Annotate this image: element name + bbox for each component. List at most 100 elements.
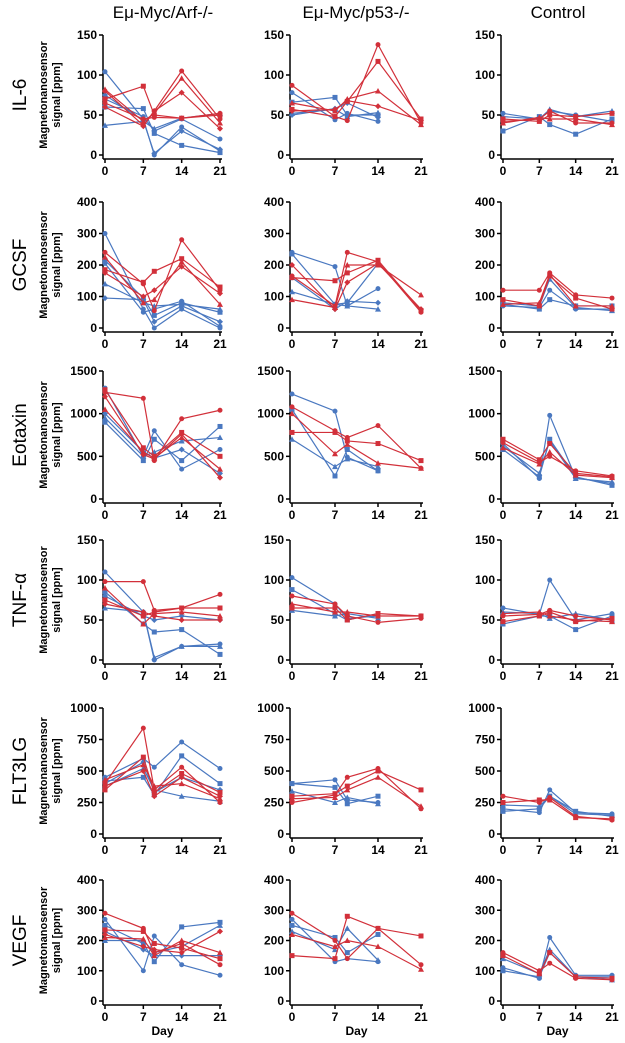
y-tick-label: 750 bbox=[264, 733, 284, 747]
data-point bbox=[102, 410, 108, 417]
x-tick-label: 14 bbox=[371, 508, 385, 522]
data-point bbox=[151, 128, 157, 134]
y-tick-label: 1000 bbox=[468, 701, 495, 715]
data-point bbox=[375, 42, 381, 48]
y-tick-label: 150 bbox=[77, 28, 97, 42]
panel: 0 500 1000 1500 0 7 14 21 bbox=[468, 364, 619, 522]
data-point bbox=[375, 793, 381, 799]
x-tick-label: 21 bbox=[213, 508, 227, 522]
data-point bbox=[332, 784, 338, 790]
y-tick-label: 500 bbox=[475, 764, 495, 778]
data-point bbox=[102, 387, 108, 393]
data-point bbox=[375, 286, 381, 292]
y-tick-label: 0 bbox=[90, 321, 97, 335]
data-point bbox=[289, 410, 295, 417]
data-point bbox=[289, 251, 295, 257]
data-point bbox=[102, 295, 108, 302]
y-tick-label: 0 bbox=[488, 321, 495, 335]
data-point bbox=[344, 786, 351, 793]
x-tick-label: 7 bbox=[332, 843, 339, 857]
data-point bbox=[217, 919, 223, 925]
data-point bbox=[102, 585, 108, 591]
data-point bbox=[375, 260, 381, 267]
data-point bbox=[102, 776, 108, 783]
x-tick-label: 14 bbox=[175, 669, 189, 683]
data-point bbox=[289, 429, 295, 435]
x-tick-label: 14 bbox=[175, 164, 189, 178]
data-point bbox=[140, 621, 147, 627]
y-axis-label: signal [ppm] bbox=[51, 907, 63, 973]
x-tick-label: 7 bbox=[536, 164, 543, 178]
x-tick-label: 0 bbox=[289, 843, 296, 857]
data-point bbox=[332, 408, 338, 414]
x-tick-label: 0 bbox=[102, 164, 109, 178]
data-point bbox=[375, 299, 381, 306]
column-title: Eμ-Myc/p53-/- bbox=[302, 3, 409, 22]
data-point bbox=[418, 465, 424, 471]
data-point bbox=[547, 577, 553, 583]
data-point bbox=[547, 797, 553, 803]
data-point bbox=[332, 613, 338, 619]
data-point bbox=[418, 933, 424, 939]
data-point bbox=[609, 306, 615, 312]
y-tick-label: 1000 bbox=[70, 701, 97, 715]
data-point bbox=[289, 788, 295, 794]
data-point bbox=[179, 924, 185, 930]
data-point bbox=[547, 122, 553, 128]
data-point bbox=[375, 943, 381, 950]
data-point bbox=[418, 306, 424, 313]
data-point bbox=[151, 617, 158, 623]
data-point bbox=[217, 323, 223, 329]
data-point bbox=[332, 791, 338, 797]
x-tick-label: 21 bbox=[414, 164, 428, 178]
data-point bbox=[151, 114, 157, 120]
data-point bbox=[332, 429, 338, 435]
x-tick-label: 14 bbox=[175, 843, 189, 857]
y-tick-label: 300 bbox=[77, 903, 97, 917]
x-tick-label: 7 bbox=[140, 1010, 147, 1024]
data-point bbox=[140, 123, 147, 130]
data-point bbox=[332, 934, 338, 940]
data-point bbox=[178, 263, 185, 270]
data-point bbox=[572, 116, 579, 122]
x-tick-label: 21 bbox=[605, 337, 619, 351]
panel: 0 50 100 150 0 7 14 21 bbox=[475, 28, 619, 178]
data-point bbox=[151, 296, 158, 303]
y-tick-label: 0 bbox=[277, 148, 284, 162]
data-point bbox=[102, 406, 108, 412]
data-point bbox=[547, 287, 553, 293]
y-axis-label: signal [ppm] bbox=[51, 402, 63, 468]
data-point bbox=[151, 436, 157, 442]
y-tick-label: 400 bbox=[475, 195, 495, 209]
data-point bbox=[151, 455, 158, 462]
data-point bbox=[500, 605, 506, 611]
data-point bbox=[332, 943, 338, 950]
data-point bbox=[102, 414, 108, 421]
y-tick-label: 1000 bbox=[468, 407, 495, 421]
y-tick-label: 250 bbox=[475, 796, 495, 810]
y-tick-label: 300 bbox=[264, 227, 284, 241]
data-point bbox=[536, 613, 542, 619]
data-point bbox=[344, 913, 350, 919]
data-point bbox=[573, 120, 579, 126]
y-tick-label: 300 bbox=[475, 903, 495, 917]
y-tick-label: 150 bbox=[264, 28, 284, 42]
data-point bbox=[217, 306, 223, 312]
data-point bbox=[151, 287, 158, 294]
data-point bbox=[102, 589, 108, 595]
data-point bbox=[102, 122, 108, 128]
y-tick-label: 1000 bbox=[257, 701, 284, 715]
data-point bbox=[102, 100, 108, 106]
data-point bbox=[151, 325, 157, 331]
x-tick-label: 7 bbox=[140, 337, 147, 351]
data-point bbox=[418, 962, 424, 968]
data-point bbox=[418, 803, 424, 809]
x-tick-label: 7 bbox=[536, 669, 543, 683]
data-point bbox=[102, 601, 108, 607]
data-point bbox=[609, 478, 615, 485]
data-point bbox=[140, 928, 146, 934]
data-point bbox=[375, 619, 381, 625]
data-point bbox=[344, 298, 351, 305]
data-point bbox=[178, 609, 185, 615]
